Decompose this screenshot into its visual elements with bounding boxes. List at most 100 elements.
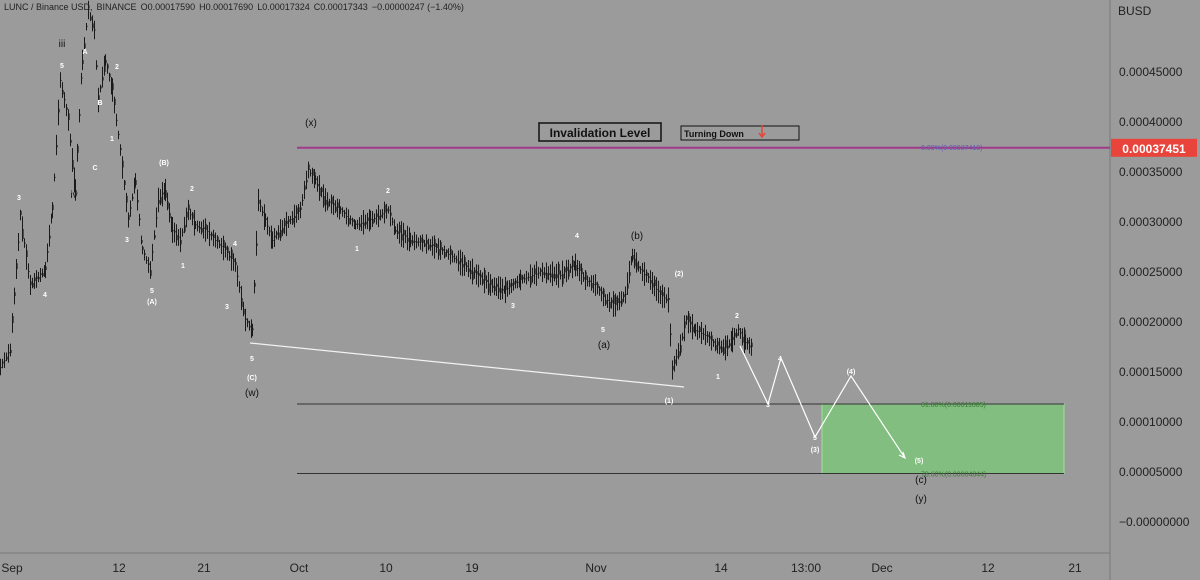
candle-body <box>591 283 593 289</box>
candle-body <box>395 230 397 232</box>
candle-body <box>386 208 388 212</box>
candle-body <box>0 367 2 368</box>
candle-body <box>566 266 568 271</box>
candle-body <box>116 119 118 121</box>
wave-label: 1 <box>355 246 359 253</box>
candle-body <box>650 280 652 284</box>
candle-body <box>165 190 167 198</box>
candle-body <box>107 64 109 69</box>
candle-body <box>378 216 380 220</box>
candle-body <box>448 254 450 255</box>
candle-body <box>152 251 154 253</box>
candle-body <box>54 176 56 178</box>
wave-label: (x) <box>305 118 317 129</box>
candle-body <box>488 283 490 293</box>
candle-body <box>45 266 47 270</box>
candle-body <box>130 207 132 209</box>
candle-body <box>207 231 209 233</box>
candle-body <box>719 346 721 350</box>
candle-body <box>300 207 302 210</box>
candle-body <box>82 60 84 65</box>
candle-body <box>144 253 146 255</box>
symbol-header: LUNC / Binance USD, BINANCE O0.00017590 H0.… <box>4 2 468 12</box>
candle-body <box>284 220 286 226</box>
candle-body <box>456 259 458 261</box>
candle-body <box>587 281 589 283</box>
candle-body <box>38 277 40 280</box>
candle-body <box>62 90 64 95</box>
candle-body <box>692 326 694 333</box>
candle-body <box>262 211 264 214</box>
candle-body <box>344 212 346 214</box>
candle-body <box>405 235 407 237</box>
candle-body <box>484 269 486 281</box>
candle-body <box>274 235 276 238</box>
change-value: −0.00000247 (−1.40%) <box>371 2 464 12</box>
candle-body <box>548 273 550 276</box>
candle-body <box>370 218 372 220</box>
fib-0-label: 0.00%(0.00037419) <box>921 145 983 152</box>
candle-body <box>496 283 498 287</box>
candle-body <box>156 217 158 219</box>
wave-label: 4 <box>233 241 237 248</box>
candle-body <box>172 230 174 232</box>
candle-body <box>593 284 595 285</box>
candle-body <box>132 197 134 199</box>
candle-body <box>697 330 699 332</box>
wave-label: 2 <box>190 186 194 193</box>
wave-label: (3) <box>811 447 820 454</box>
candle-body <box>734 332 736 337</box>
candle-body <box>359 223 361 228</box>
time-tick-label: 12 <box>112 561 126 575</box>
symbol-name[interactable]: LUNC / Binance USD, <box>4 2 93 12</box>
candle-body <box>128 215 130 220</box>
candle-body <box>382 213 384 215</box>
candle-body <box>348 218 350 225</box>
candle-body <box>532 275 534 277</box>
candle-body <box>530 276 532 285</box>
candle-body <box>552 273 554 279</box>
trendline <box>249 342 685 388</box>
candle-body <box>354 222 356 224</box>
candle-body <box>589 280 591 282</box>
candle-body <box>572 260 574 267</box>
candle-body <box>142 246 144 250</box>
wave-label: 5 <box>813 435 817 442</box>
candle-body <box>286 220 288 224</box>
candle-body <box>749 345 751 348</box>
candle-body <box>711 335 713 341</box>
candle-body <box>450 248 452 255</box>
candle-body <box>219 244 221 246</box>
candle-body <box>241 298 243 308</box>
candle-body <box>570 266 572 269</box>
candle-body <box>122 160 124 168</box>
candle-body <box>597 283 599 288</box>
candle-body <box>20 211 22 215</box>
candle-body <box>194 222 196 224</box>
candle-body <box>150 270 152 276</box>
projection-path <box>739 345 906 459</box>
candle-body <box>577 268 579 269</box>
time-tick-label: 21 <box>1068 561 1082 575</box>
candle-body <box>422 239 424 243</box>
candle-body <box>352 219 354 222</box>
candle-body <box>90 16 92 21</box>
candle-body <box>426 239 428 244</box>
candle-body <box>221 246 223 247</box>
candle-body <box>680 345 682 353</box>
turning-down-label: Turning Down <box>684 129 744 139</box>
candle-body <box>249 325 251 328</box>
wave-label: (4) <box>847 369 856 376</box>
candle-body <box>564 267 566 273</box>
candle-body <box>363 222 365 226</box>
candle-body <box>420 237 422 243</box>
candle-body <box>227 247 229 253</box>
wave-label: 5 <box>601 327 605 334</box>
candle-body <box>505 281 507 290</box>
close-value: C0.00017343 <box>313 2 368 12</box>
candle-body <box>68 113 70 120</box>
candle-body <box>237 275 239 277</box>
candle-body <box>169 212 171 219</box>
candle-body <box>468 268 470 273</box>
